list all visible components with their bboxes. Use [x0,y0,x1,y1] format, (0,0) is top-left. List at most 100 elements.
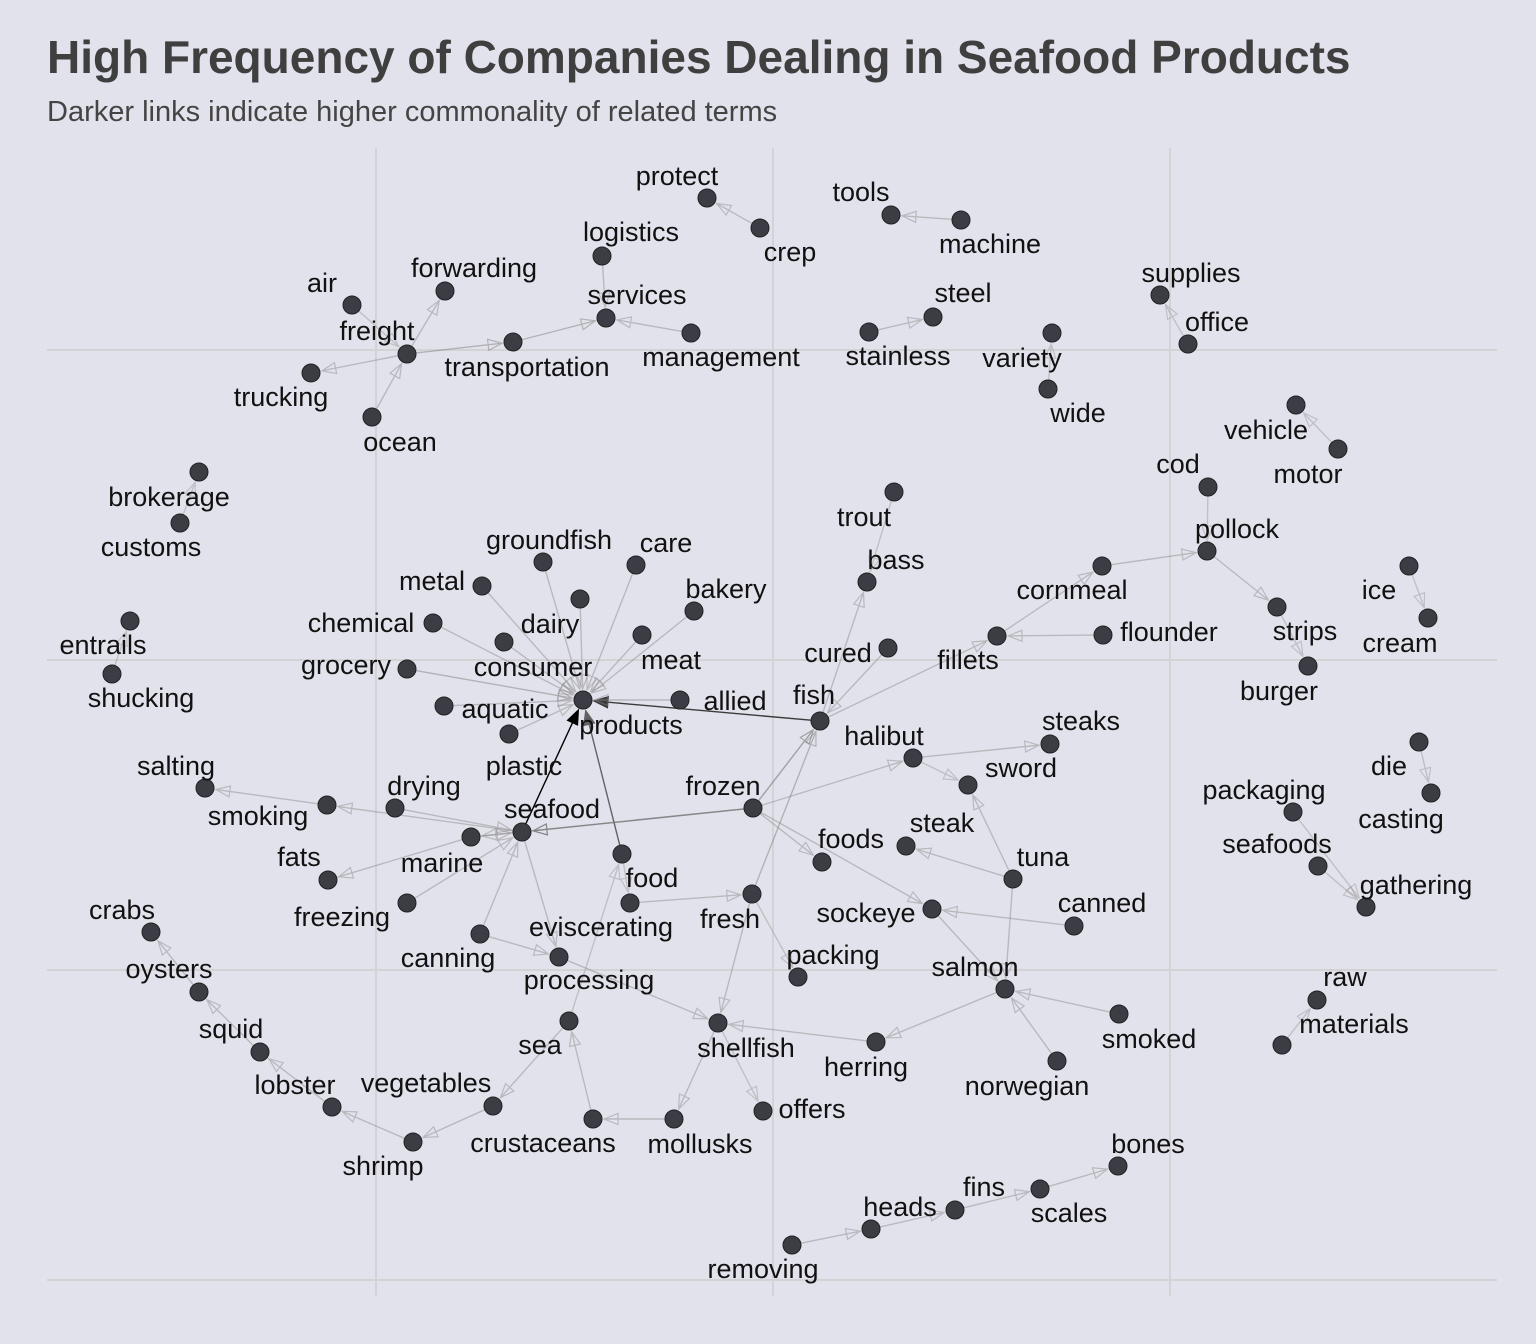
node-die [1409,732,1429,752]
node-processing [549,947,569,967]
edge-frozen-foods [759,812,815,857]
edge-herring-shellfish [727,1019,868,1042]
node-label-crep: crep [764,237,817,267]
edge-fins-scales [963,1188,1031,1209]
node-brokerage [189,462,209,482]
edge-freezing-seafood [414,836,515,899]
node-offers [753,1101,773,1121]
node-label-cream: cream [1362,628,1437,658]
edge-trout-bass [868,500,893,574]
edge-canning-processing [488,935,551,956]
node-frozen [743,798,763,818]
edge-aquatic-products [452,694,574,708]
node-label-forwarding: forwarding [411,253,537,283]
edge-pollock-strips [1213,556,1270,602]
node-cod [1198,477,1218,497]
node-label-care: care [640,528,693,558]
node-consumer [494,632,514,652]
edge-eviscerating-fresh [638,889,743,904]
node-label-services: services [587,280,686,310]
node-eviscerating [620,893,640,913]
node-label-products: products [579,710,683,740]
node-bones [1108,1156,1128,1176]
node-label-squid: squid [199,1014,264,1044]
node-lobster [322,1097,342,1117]
node-halibut [903,748,923,768]
node-label-tuna: tuna [1017,842,1071,872]
node-crustaceans [583,1109,603,1129]
node-fish [810,711,830,731]
node-label-entrails: entrails [59,630,146,660]
edge-allied-products [592,693,671,707]
node-label-salmon: salmon [931,952,1018,982]
node-allied [670,690,690,710]
edge-meat-products [589,641,637,694]
edge-frozen-sockeye [760,811,924,905]
node-label-materials: materials [1299,1009,1409,1039]
node-label-lobster: lobster [254,1070,335,1100]
node-shellfish [708,1013,728,1033]
node-label-crustaceans: crustaceans [470,1128,616,1158]
node-label-bakery: bakery [685,574,767,604]
node-label-herring: herring [824,1052,908,1082]
node-label-protect: protect [636,161,719,191]
node-packing [788,967,808,987]
node-label-vegetables: vegetables [361,1068,492,1098]
node-label-cured: cured [804,638,872,668]
node-label-grocery: grocery [301,650,392,680]
node-label-trucking: trucking [234,382,329,412]
node-marine [461,827,481,847]
edge-metal-products [487,592,577,693]
node-label-gathering: gathering [1360,870,1473,900]
node-plastic [499,724,519,744]
edge-mollusks-crustaceans [602,1112,665,1126]
node-label-seafoods: seafoods [1222,829,1332,859]
node-cured [878,638,898,658]
edge-processing-shellfish [567,959,710,1020]
node-gathering [1356,897,1376,917]
node-label-heads: heads [863,1192,937,1222]
node-fillets [987,626,1007,646]
node-label-canned: canned [1058,888,1147,918]
node-label-office: office [1185,307,1249,337]
edge-frozen-seafood [531,808,745,836]
node-label-fillets: fillets [937,645,999,675]
node-sockeye [922,899,942,919]
node-label-norwegian: norwegian [965,1071,1090,1101]
edge-fillets-cornmeal [1004,571,1095,632]
node-management [681,323,701,343]
node-label-freezing: freezing [294,902,390,932]
edge-motor-vehicle [1302,411,1333,443]
node-label-stainless: stainless [845,341,950,371]
edge-flounder-fillets [1006,629,1095,643]
node-crep [750,218,770,238]
node-label-food: food [626,863,679,893]
edge-logistics-services [597,264,611,309]
node-vehicle [1286,395,1306,415]
node-trout [884,482,904,502]
edge-fish-bass [822,590,865,713]
edge-fresh-shellfish [718,902,751,1014]
node-machine [951,210,971,230]
node-label-cornmeal: cornmeal [1016,575,1127,605]
edge-halibut-steaks [921,740,1041,758]
node-label-offers: offers [778,1094,845,1124]
edge-materials-raw [1286,1007,1312,1039]
node-label-mollusks: mollusks [647,1129,752,1159]
node-steak [896,836,916,856]
node-trucking [301,363,321,383]
node-burger [1298,656,1318,676]
edge-shrimp-lobster [340,1110,406,1140]
node-groundfish [533,552,553,572]
node-label-steaks: steaks [1042,706,1120,736]
node-fats [318,870,338,890]
node-materials [1272,1035,1292,1055]
node-label-foods: foods [818,824,884,854]
node-label-trout: trout [837,502,892,532]
edge-care-products [586,573,634,692]
node-label-strips: strips [1273,616,1338,646]
node-label-steak: steak [910,808,975,838]
node-grocery [397,659,417,679]
node-crabs [141,922,161,942]
node-fins [945,1200,965,1220]
